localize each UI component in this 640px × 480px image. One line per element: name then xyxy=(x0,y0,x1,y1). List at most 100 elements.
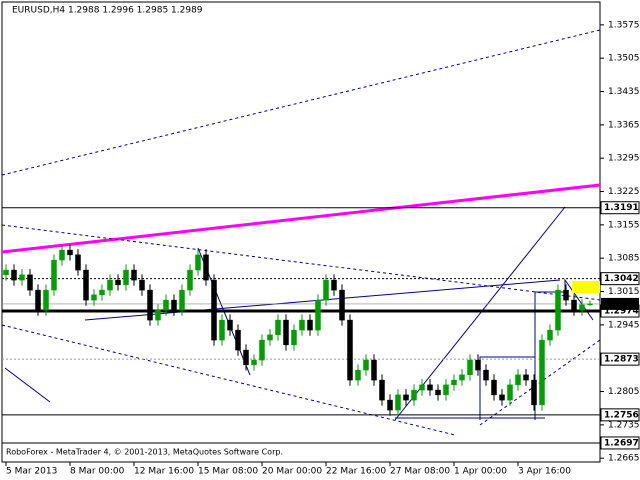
candle-body xyxy=(371,359,377,381)
candle-body xyxy=(147,289,153,321)
candle-body xyxy=(267,334,273,341)
x-tick-label: 1 Apr 00:00 xyxy=(454,467,507,477)
level-label: 1.2697 xyxy=(604,438,639,448)
level-label: 1.2756 xyxy=(604,410,639,420)
candle-body xyxy=(451,379,457,386)
candle-body xyxy=(43,289,49,311)
candle-body xyxy=(203,254,209,281)
x-tick-label: 5 Mar 2013 xyxy=(6,467,57,477)
level-label-box xyxy=(600,352,640,366)
wave-line xyxy=(4,367,51,403)
candle-body xyxy=(547,329,553,341)
level-label: 1.2873 xyxy=(604,355,639,365)
x-tick-label: 3 Apr 16:00 xyxy=(518,467,571,477)
candle-body xyxy=(419,384,425,391)
x-tick-label: 27 Mar 08:00 xyxy=(390,467,450,477)
candle-body xyxy=(211,279,217,341)
candle-body xyxy=(491,379,497,396)
y-tick-label: 1.3015 xyxy=(608,287,640,297)
candle-body xyxy=(339,289,345,321)
trendline xyxy=(1,183,601,254)
candle-body xyxy=(411,389,417,401)
candle-body xyxy=(91,294,97,301)
candle-body xyxy=(571,299,577,311)
y-tick-label: 1.3435 xyxy=(608,87,640,97)
candle-body xyxy=(395,394,401,411)
candle-body xyxy=(443,384,449,396)
x-tick-label: 22 Mar 16:00 xyxy=(326,467,386,477)
candle-body xyxy=(51,259,57,291)
candle-body xyxy=(283,319,289,346)
candle-body xyxy=(179,289,185,311)
level-label-box xyxy=(600,201,640,215)
candle-body xyxy=(587,303,593,306)
y-tick-label: 1.3505 xyxy=(608,54,640,64)
level-label: 1.2974 xyxy=(604,307,639,317)
candle-body xyxy=(67,249,73,256)
candle-body xyxy=(227,319,233,331)
wave-line xyxy=(394,206,566,421)
candle-body xyxy=(515,374,521,386)
candle-body xyxy=(475,359,481,371)
candle-body xyxy=(243,349,249,366)
x-tick-label: 8 Mar 00:00 xyxy=(70,467,125,477)
candle-body xyxy=(539,339,545,406)
candle-body xyxy=(563,289,569,301)
x-tick-label: 20 Mar 00:00 xyxy=(262,467,322,477)
trendline xyxy=(84,279,561,321)
x-tick-label: 12 Mar 16:00 xyxy=(134,467,194,477)
candle-body xyxy=(195,254,201,271)
candle-body xyxy=(347,319,353,381)
candle-body xyxy=(555,289,561,331)
target-zone xyxy=(572,281,600,293)
y-tick-label: 1.3225 xyxy=(608,187,640,197)
y-tick-label: 1.2665 xyxy=(608,454,640,464)
candle-body xyxy=(379,379,385,401)
candle-body xyxy=(363,359,369,371)
candle-body xyxy=(59,249,65,261)
candle-body xyxy=(299,319,305,331)
candle-body xyxy=(155,309,161,321)
candle-body xyxy=(99,289,105,296)
candle-body xyxy=(187,269,193,291)
y-tick-label: 1.2805 xyxy=(608,387,640,397)
candle-body xyxy=(3,269,9,276)
candle-body xyxy=(131,269,137,281)
level-label: 1.3042 xyxy=(604,274,639,284)
candle-body xyxy=(115,279,121,286)
y-tick-label: 1.3365 xyxy=(608,120,640,130)
x-tick-label: 15 Mar 08:00 xyxy=(198,467,258,477)
candle-body xyxy=(27,274,33,291)
wave-line xyxy=(479,356,535,420)
candle-body xyxy=(483,369,489,381)
candle-body xyxy=(331,279,337,291)
candle-body xyxy=(275,319,281,336)
candle-body xyxy=(355,369,361,381)
candle-body xyxy=(427,384,433,391)
candle-body xyxy=(499,394,505,401)
candle-body xyxy=(291,329,297,346)
trendline xyxy=(1,224,601,301)
y-tick-label: 1.3155 xyxy=(608,220,640,230)
y-tick-label: 1.3575 xyxy=(608,20,640,30)
plot-frame xyxy=(1,1,601,463)
current-price-label: 1.2989 xyxy=(604,299,639,309)
footer: RoboForex - MetaTrader 4, © 2001-2013, M… xyxy=(6,448,283,457)
candle-body xyxy=(523,374,529,381)
level-label-box xyxy=(600,436,640,450)
candle-body xyxy=(75,254,81,271)
candle-body xyxy=(459,374,465,381)
candle-body xyxy=(219,319,225,341)
current-price-box xyxy=(601,297,639,310)
chart-title: EURUSD,H4 1.2988 1.2996 1.2985 1.2989 xyxy=(12,6,203,16)
y-tick-label: 1.2735 xyxy=(608,420,640,430)
candle-body xyxy=(307,319,313,331)
y-tick-label: 1.2945 xyxy=(608,320,640,330)
candle-body xyxy=(35,289,41,311)
candle-body xyxy=(435,389,441,396)
candle-body xyxy=(139,279,145,291)
candle-body xyxy=(579,304,585,311)
candle-body xyxy=(83,269,89,301)
level-label-box xyxy=(600,272,640,286)
candle-body xyxy=(531,379,537,406)
